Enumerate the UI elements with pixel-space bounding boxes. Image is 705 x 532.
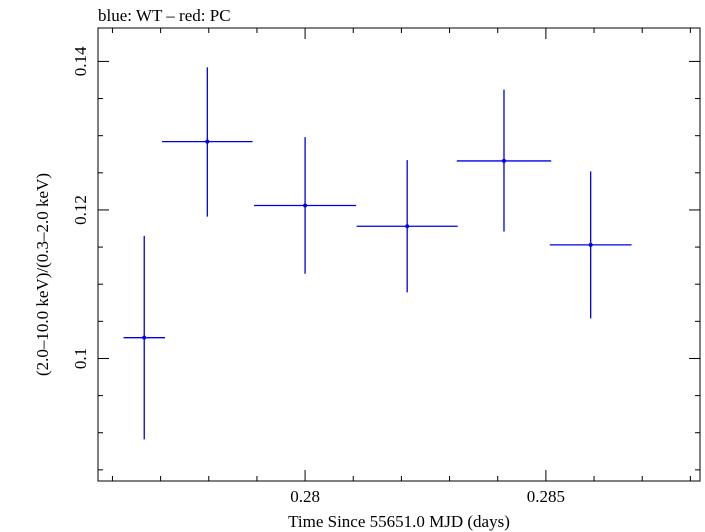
data-point <box>303 203 308 208</box>
x-tick-label: 0.285 <box>527 487 565 506</box>
series-wt <box>123 67 632 440</box>
chart-title: blue: WT – red: PC <box>98 6 231 25</box>
data-point <box>588 242 593 247</box>
y-axis-label: (2.0–10.0 keV)/(0.3–2.0 keV) <box>33 173 52 376</box>
plot-frame <box>97 27 701 482</box>
data-series <box>123 67 632 440</box>
y-tick-label: 0.12 <box>71 195 90 225</box>
axis-tick-labels: 0.28 0.285 0.1 0.12 0.14 <box>71 46 565 506</box>
data-point <box>205 139 210 144</box>
x-tick-label: 0.28 <box>290 487 320 506</box>
data-point <box>405 224 410 229</box>
data-point <box>501 158 506 163</box>
axis-ticks <box>98 28 700 481</box>
y-tick-label: 0.14 <box>71 46 90 76</box>
data-point <box>142 335 147 340</box>
y-tick-label: 0.1 <box>71 348 90 369</box>
x-axis-label: Time Since 55651.0 MJD (days) <box>288 512 510 531</box>
